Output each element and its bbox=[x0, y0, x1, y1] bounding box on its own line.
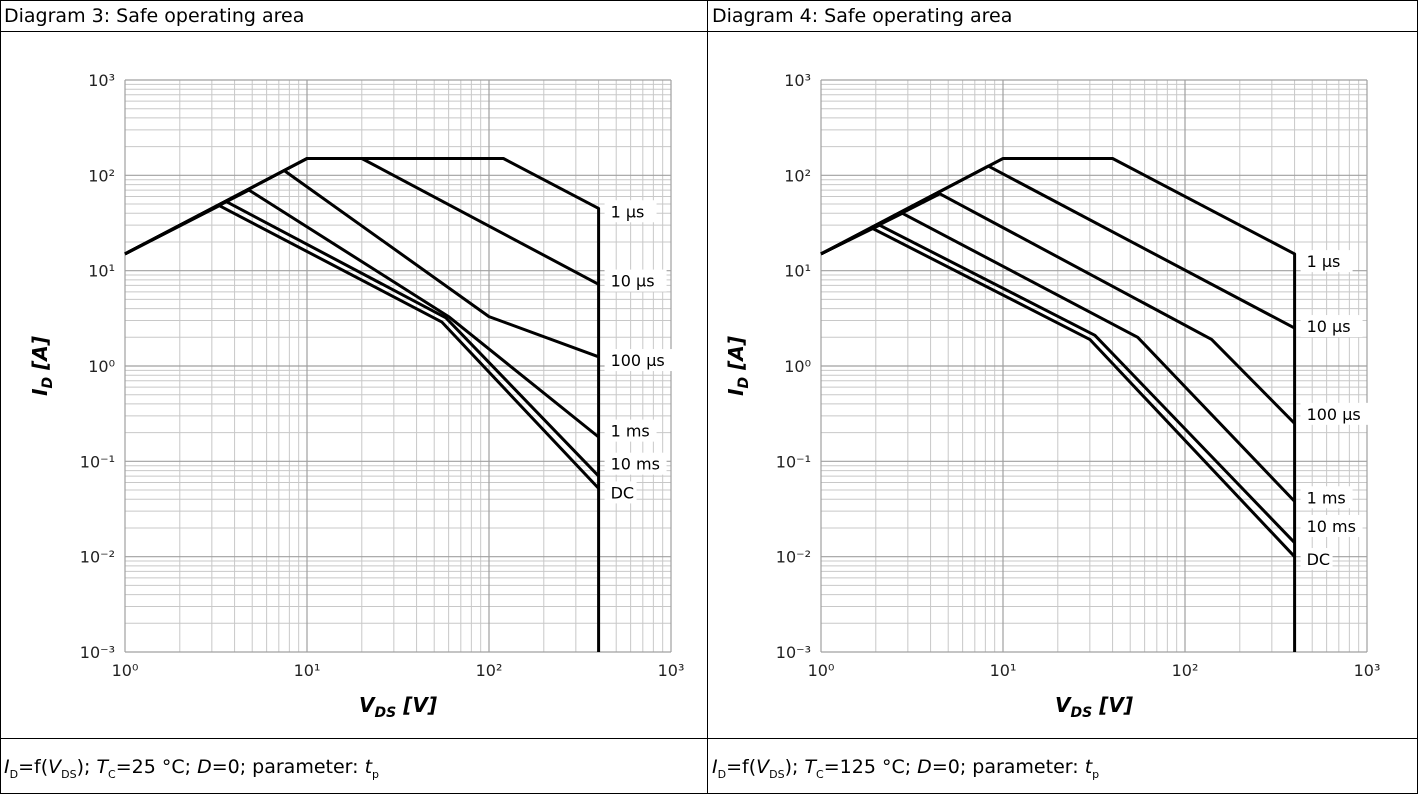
curve-label: 1 ms bbox=[1307, 488, 1346, 507]
y-tick-label: 10¹ bbox=[784, 262, 811, 281]
y-tick-label: 10⁰ bbox=[88, 357, 115, 376]
curve-label: 100 µs bbox=[611, 351, 665, 370]
footer-part: p bbox=[372, 767, 380, 781]
curve-label: 10 ms bbox=[1307, 517, 1356, 536]
curve-label-bg bbox=[1300, 402, 1373, 425]
footer-part: D bbox=[197, 756, 212, 778]
curve-label: DC bbox=[1307, 550, 1331, 569]
x-tick-label: 10⁰ bbox=[112, 661, 139, 680]
footer-part: I bbox=[712, 756, 718, 778]
y-axis-title: ID [A] bbox=[724, 336, 752, 396]
y-tick-label: 10⁻¹ bbox=[80, 452, 115, 471]
curve-label: 10 ms bbox=[611, 455, 660, 474]
series-line bbox=[124, 204, 600, 490]
curve-label-bg bbox=[604, 269, 667, 292]
footer-caption-diagram-3: ID=f(VDS); TC=25 °C; D=0; parameter: tp bbox=[0, 738, 707, 794]
footer-part: D bbox=[917, 756, 932, 778]
curve-label: 100 µs bbox=[1307, 405, 1361, 424]
y-tick-label: 10² bbox=[784, 166, 811, 185]
footer-part: T bbox=[804, 756, 817, 778]
y-tick-label: 10¹ bbox=[88, 262, 115, 281]
curve-label: 10 µs bbox=[1307, 317, 1351, 336]
curve-label-bg bbox=[1300, 548, 1333, 571]
footer-part: ); bbox=[76, 756, 97, 778]
curve-label: 1 ms bbox=[611, 422, 650, 441]
footer-part: =0; parameter: bbox=[931, 756, 1085, 778]
curve-label: 1 µs bbox=[1307, 252, 1341, 271]
curve-label-bg bbox=[1300, 514, 1363, 537]
y-tick-label: 10³ bbox=[88, 71, 115, 90]
footer-part: t bbox=[1084, 756, 1093, 778]
curve-label: DC bbox=[611, 483, 635, 502]
y-tick-label: 10⁰ bbox=[784, 357, 811, 376]
curve-label-bg bbox=[604, 419, 657, 442]
footer-part: D bbox=[9, 767, 19, 781]
y-tick-label: 10⁻³ bbox=[776, 643, 811, 662]
footer-part: C bbox=[108, 767, 116, 781]
x-axis-title: VDS [V] bbox=[1055, 693, 1133, 721]
x-tick-label: 10¹ bbox=[294, 661, 321, 680]
curve-label-bg bbox=[604, 200, 657, 223]
y-tick-label: 10⁻³ bbox=[80, 643, 115, 662]
footer-part: V bbox=[756, 756, 770, 778]
footer-part: p bbox=[1092, 767, 1100, 781]
footer-part: =f( bbox=[18, 756, 49, 778]
x-tick-label: 10³ bbox=[1354, 661, 1381, 680]
chart-svg-diagram-4: 10⁰ 10¹ 10² 10³ 10³ 10² 10¹ 10⁰ 10⁻¹ 10⁻² 10⁻³ 1 µs… bbox=[724, 71, 1381, 721]
curve-label: 10 µs bbox=[611, 272, 655, 291]
footer-part: t bbox=[364, 756, 373, 778]
footer-part: I bbox=[4, 756, 10, 778]
footer-part: V bbox=[48, 756, 62, 778]
x-tick-label: 10³ bbox=[658, 661, 685, 680]
footer-part: ); bbox=[784, 756, 805, 778]
x-tick-label: 10² bbox=[476, 661, 503, 680]
footer-part: C bbox=[816, 767, 824, 781]
x-tick-label: 10¹ bbox=[990, 661, 1017, 680]
chart-title-diagram-4: Diagram 4: Safe operating area bbox=[708, 0, 1418, 32]
footer-part: =f( bbox=[726, 756, 757, 778]
y-tick-label: 10⁻² bbox=[776, 548, 811, 567]
curve-label: 1 µs bbox=[611, 202, 645, 221]
curve-label-bg bbox=[1300, 250, 1353, 273]
y-tick-label: 10⁻¹ bbox=[776, 452, 811, 471]
footer-part: =0; parameter: bbox=[211, 756, 365, 778]
footer-part: T bbox=[96, 756, 109, 778]
footer-caption-diagram-4: ID=f(VDS); TC=125 °C; D=0; parameter: tp bbox=[708, 738, 1418, 794]
curve-label-bg bbox=[1300, 315, 1363, 338]
series-line bbox=[820, 226, 1296, 558]
curve-label-bg bbox=[604, 349, 677, 372]
footer-part: =125 °C; bbox=[823, 756, 918, 778]
footer-part: DS bbox=[61, 767, 77, 781]
y-tick-label: 10⁻² bbox=[80, 548, 115, 567]
x-tick-label: 10² bbox=[1172, 661, 1199, 680]
chart-title-diagram-3: Diagram 3: Safe operating area bbox=[0, 0, 707, 32]
curve-label-bg bbox=[604, 452, 667, 475]
x-axis-title: VDS [V] bbox=[359, 693, 437, 721]
chart-svg-diagram-3: 10⁰ 10¹ 10² 10³ 10³ 10² 10¹ 10⁰ 10⁻¹ 10⁻² 10⁻³ 1 µs… bbox=[28, 71, 685, 721]
footer-part: D bbox=[717, 767, 727, 781]
y-tick-label: 10³ bbox=[784, 71, 811, 90]
panel-diagram-4: Diagram 4: Safe operating area 10⁰ 10¹ 10²… bbox=[708, 0, 1418, 794]
curve-label-bg bbox=[604, 481, 637, 504]
y-tick-label: 10² bbox=[88, 166, 115, 185]
panel-diagram-3: Diagram 3: Safe operating area 10⁰ 10¹ 10²… bbox=[0, 0, 708, 794]
footer-part: DS bbox=[769, 767, 785, 781]
footer-part: =25 °C; bbox=[115, 756, 198, 778]
x-tick-label: 10⁰ bbox=[808, 661, 835, 680]
y-axis-title: ID [A] bbox=[28, 336, 56, 396]
curve-label-bg bbox=[1300, 486, 1353, 509]
